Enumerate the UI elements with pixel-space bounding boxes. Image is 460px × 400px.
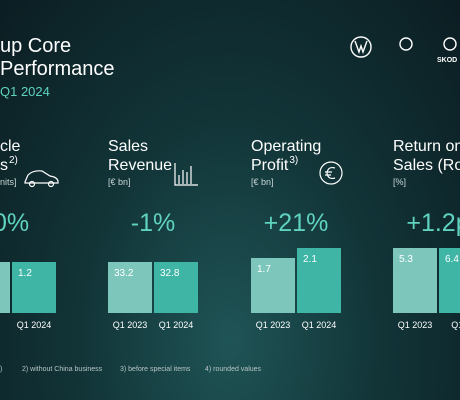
kpi-change: -1% <box>131 209 175 237</box>
bar <box>154 262 198 313</box>
kpi-title: Return on <box>393 138 460 155</box>
kpi-title: Sales (RoS <box>393 157 460 174</box>
bar-label: Q1 2023 <box>256 320 291 330</box>
bar-label: Q1 2023 <box>398 320 433 330</box>
footnote-ref: 3) <box>289 155 298 166</box>
kpi-title: Revenue <box>108 157 172 174</box>
bar-value: 32.8 <box>160 268 180 279</box>
bar <box>251 258 295 313</box>
kpi-title: s <box>0 157 8 174</box>
bar-value: 1.7 <box>257 264 271 275</box>
bar-label: Q1 2024 <box>17 320 52 330</box>
bar <box>393 248 437 313</box>
footnote-ref: 2) <box>9 155 18 166</box>
kpi-change: +21% <box>264 209 329 237</box>
bar-value: 33.2 <box>114 268 134 279</box>
bar-value: 2.1 <box>303 254 317 265</box>
kpi-change: +1.2p <box>406 209 460 237</box>
kpi-title: Operating <box>251 138 321 155</box>
bar <box>297 248 341 313</box>
kpi-title: Profit <box>251 157 289 174</box>
bar <box>439 248 460 313</box>
icons <box>24 161 343 188</box>
bar-value: 1.2 <box>18 268 32 279</box>
bar-value: 6.4 <box>445 254 459 265</box>
bar-label: Q1 2023 <box>113 320 148 330</box>
bar-label: Q1 2024 <box>159 320 194 330</box>
kpi-unit: [€ bn] <box>251 177 274 187</box>
bar <box>108 262 152 313</box>
bar-value: 5.3 <box>399 254 413 265</box>
kpi-unit: nits] <box>0 177 17 187</box>
bar <box>12 262 56 313</box>
footnote: 2) without China business <box>22 366 103 373</box>
kpi-title: Sales <box>108 138 148 155</box>
kpi-change: 0% <box>0 209 29 237</box>
title: up Core <box>0 35 71 57</box>
kpi-title: cle <box>0 138 21 155</box>
bar <box>0 262 10 313</box>
footnote: 3) before special items <box>120 366 191 373</box>
bar-label: Q1 2024 <box>302 320 337 330</box>
period: Q1 2024 <box>0 84 50 99</box>
title: Performance <box>0 58 115 80</box>
logos <box>350 36 457 58</box>
kpi-unit: [€ bn] <box>108 177 131 187</box>
footnote: 4) rounded values <box>205 366 262 373</box>
kpi-unit: [%] <box>393 177 406 187</box>
footnote: ) <box>0 366 2 373</box>
bar-label: Q1 2 <box>451 320 460 330</box>
logo-text: SKOD <box>437 57 457 64</box>
